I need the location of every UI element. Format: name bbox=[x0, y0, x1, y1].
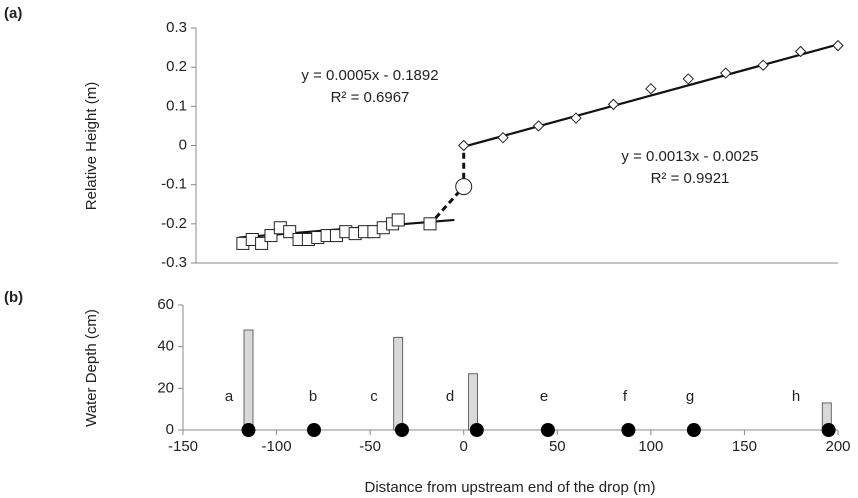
y-axis-title: Relative Height (m) bbox=[83, 82, 100, 210]
point bbox=[540, 423, 555, 437]
y-tick-label: -0.3 bbox=[161, 254, 187, 271]
y-tick-label: 0.3 bbox=[166, 19, 187, 36]
panel-label: (a) bbox=[4, 5, 22, 22]
point bbox=[794, 45, 807, 58]
y-tick-label: -0.2 bbox=[161, 215, 187, 232]
y-tick-label: 40 bbox=[157, 338, 174, 355]
site-label: g bbox=[686, 388, 694, 405]
point bbox=[686, 423, 701, 437]
site-label: d bbox=[446, 388, 454, 405]
bar bbox=[393, 336, 404, 431]
y-tick-label: 60 bbox=[157, 296, 174, 313]
x-axis-title: Distance from upstream end of the drop (… bbox=[365, 479, 656, 496]
trend-line bbox=[463, 43, 839, 148]
y-tick-label: 0.2 bbox=[166, 58, 187, 75]
equation: y = 0.0005x - 0.1892 bbox=[301, 67, 438, 84]
point bbox=[469, 423, 484, 437]
y-tick-label: 0.1 bbox=[166, 97, 187, 114]
x-tick-label: 0 bbox=[460, 438, 468, 455]
point bbox=[832, 39, 844, 52]
panel-label: (b) bbox=[4, 289, 23, 306]
x-tick-label: -50 bbox=[359, 438, 381, 455]
point bbox=[455, 178, 473, 196]
point bbox=[423, 217, 437, 231]
site-label: f bbox=[623, 388, 628, 405]
point bbox=[607, 98, 620, 111]
x-tick-label: -150 bbox=[168, 438, 198, 455]
point bbox=[532, 120, 545, 132]
y-tick-label: 20 bbox=[157, 379, 174, 396]
point bbox=[645, 83, 657, 95]
y-tick-label: 0 bbox=[179, 136, 187, 153]
bar bbox=[243, 329, 254, 431]
site-label: b bbox=[309, 388, 317, 405]
point bbox=[458, 139, 470, 152]
point bbox=[307, 423, 321, 437]
x-tick-label: 200 bbox=[825, 438, 850, 455]
site-label: c bbox=[370, 388, 378, 405]
equation: y = 0.0013x - 0.0025 bbox=[621, 148, 758, 165]
r-squared: R² = 0.6967 bbox=[331, 89, 410, 106]
site-label: e bbox=[540, 388, 548, 405]
y-tick-label: -0.1 bbox=[161, 176, 187, 193]
site-label: h bbox=[792, 388, 800, 405]
site-label: a bbox=[225, 388, 234, 405]
x-tick-label: 50 bbox=[549, 438, 566, 455]
x-tick-label: 150 bbox=[732, 438, 757, 455]
point bbox=[497, 131, 509, 144]
point bbox=[682, 73, 694, 85]
y-axis-title: Water Depth (cm) bbox=[83, 309, 100, 427]
x-tick-label: -100 bbox=[262, 438, 292, 455]
x-tick-label: 100 bbox=[638, 438, 663, 455]
r-squared: R² = 0.9921 bbox=[651, 170, 730, 187]
point bbox=[394, 423, 409, 437]
point bbox=[391, 213, 405, 227]
y-tick-label: 0 bbox=[166, 421, 174, 438]
point bbox=[821, 423, 836, 437]
point bbox=[241, 423, 256, 437]
point bbox=[570, 112, 582, 124]
point bbox=[757, 59, 769, 71]
point bbox=[621, 423, 636, 437]
bar bbox=[468, 373, 478, 431]
point bbox=[720, 67, 732, 79]
